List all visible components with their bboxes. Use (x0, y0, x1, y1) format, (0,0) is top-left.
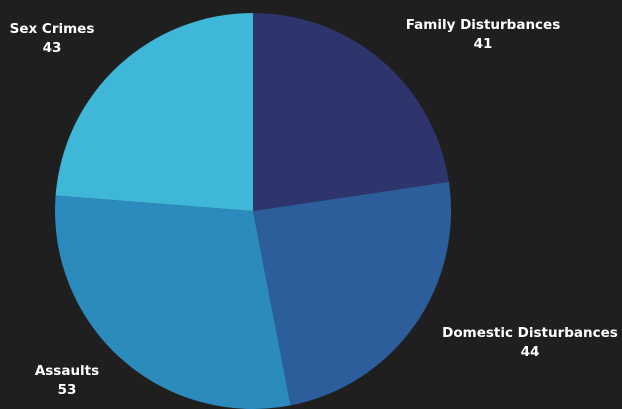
slice-value-family-disturbances: 41 (474, 36, 493, 52)
labels-layer: Family Disturbances 41 Domestic Disturbanc… (10, 17, 618, 398)
slice-label-family-disturbances: Family Disturbances (406, 17, 561, 33)
pie-slice-domestic-disturbances (253, 181, 452, 406)
slice-value-domestic-disturbances: 44 (521, 344, 540, 360)
slice-value-assaults: 53 (58, 382, 77, 398)
pie-slice-sex-crimes (55, 13, 253, 211)
slice-label-assaults: Assaults (35, 363, 99, 379)
slice-value-sex-crimes: 43 (43, 40, 62, 56)
slices-layer (54, 13, 452, 409)
pie-slice-family-disturbances (253, 13, 449, 211)
slice-label-sex-crimes: Sex Crimes (10, 21, 95, 37)
slice-label-domestic-disturbances: Domestic Disturbances (442, 325, 618, 341)
pie-slice-assaults (54, 195, 291, 409)
